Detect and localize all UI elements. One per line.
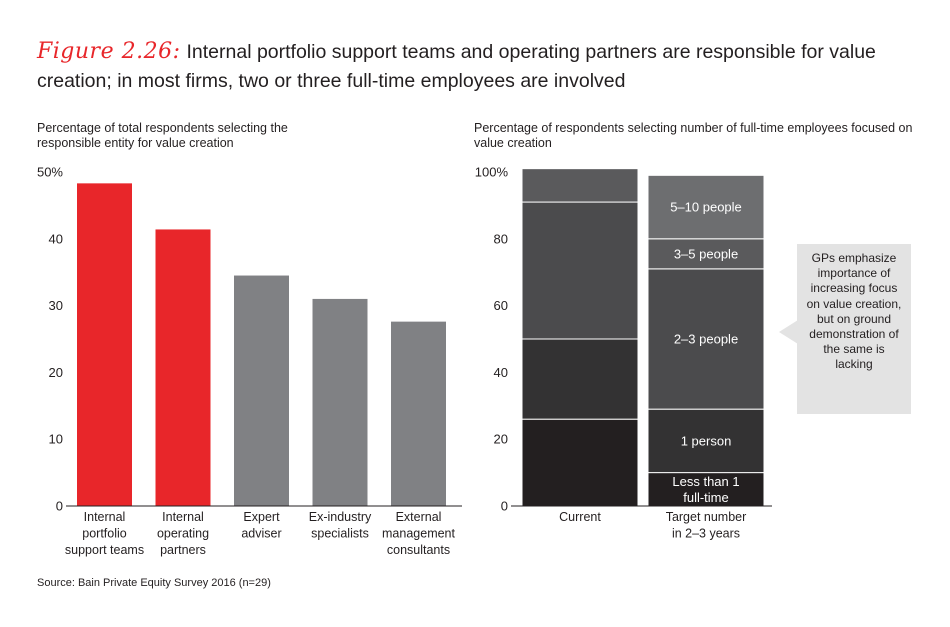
stacked-segment [647,472,765,507]
segment-label: Less than 1 [672,474,739,489]
left-category-label: portfolio [82,527,127,541]
left-category-label: Internal [84,510,126,524]
stacked-segment [521,338,639,420]
segment-label: 5–10 people [670,200,742,215]
left-category-label: Expert [243,510,280,524]
segment-label: full-time [683,490,729,505]
right-y-tick-label: 40 [494,365,508,380]
left-category-label: partners [160,543,206,557]
right-category-label: Current [559,510,601,524]
right-y-tick-label: 0 [501,499,508,514]
left-bar [234,275,289,506]
left-category-label: support teams [65,543,144,557]
right-category-label: Target number [666,510,747,524]
left-category-label: specialists [311,527,369,541]
left-y-tick-label: 50% [37,165,63,180]
left-category-label: consultants [387,543,450,557]
right-chart-title: Percentage of respondents selecting numb… [474,121,913,150]
left-category-label: External [396,510,442,524]
figure-heading: Figure 2.26: Internal portfolio support t… [37,37,917,96]
left-bar [155,229,211,506]
left-y-tick-label: 20 [49,365,63,380]
left-category-label: operating [157,527,209,541]
left-y-tick-label: 0 [56,499,63,514]
figure-title: Internal portfolio support teams and ope… [37,41,876,92]
stacked-segment [647,238,765,270]
right-y-tick-label: 80 [494,231,508,246]
figure-label: Figure 2.26: [37,39,181,64]
right-y-tick-label: 20 [494,432,508,447]
left-y-tick-label: 10 [49,432,63,447]
right-stacked-bar-chart: 0 20 40 60 80 100% Current Less than 1full-time… [475,165,772,541]
left-category-label: adviser [241,527,281,541]
left-bar [77,183,132,506]
left-bar-chart: 0 10 20 30 40 50% Internal portfolio support tea… [37,165,462,557]
left-y-tick-label: 30 [49,298,63,313]
left-category-label: management [382,527,455,541]
source-note: Source: Bain Private Equity Survey 2016 … [37,577,271,589]
segment-label: 1 person [681,433,732,448]
stacked-segment [521,418,639,507]
stacked-segment [647,174,765,240]
right-y-tick-label: 100% [475,165,509,180]
segment-label: 2–3 people [674,332,738,347]
callout-pointer [779,320,798,344]
stacked-segment [647,268,765,410]
left-category-label: Ex-industry [309,510,372,524]
left-bar [312,298,368,506]
left-chart-title: Percentage of total respondents selectin… [37,121,288,150]
stacked-segment [521,168,639,203]
callout-box: GPs emphasize importance of increasing f… [797,244,911,414]
stacked-segment [521,201,639,340]
segment-label: 3–5 people [674,246,738,261]
stacked-segment [647,408,765,474]
right-y-tick-label: 60 [494,298,508,313]
left-category-label: Internal [162,510,204,524]
left-bar [391,321,446,506]
left-y-tick-label: 40 [49,231,63,246]
right-category-label: in 2–3 years [672,527,740,541]
